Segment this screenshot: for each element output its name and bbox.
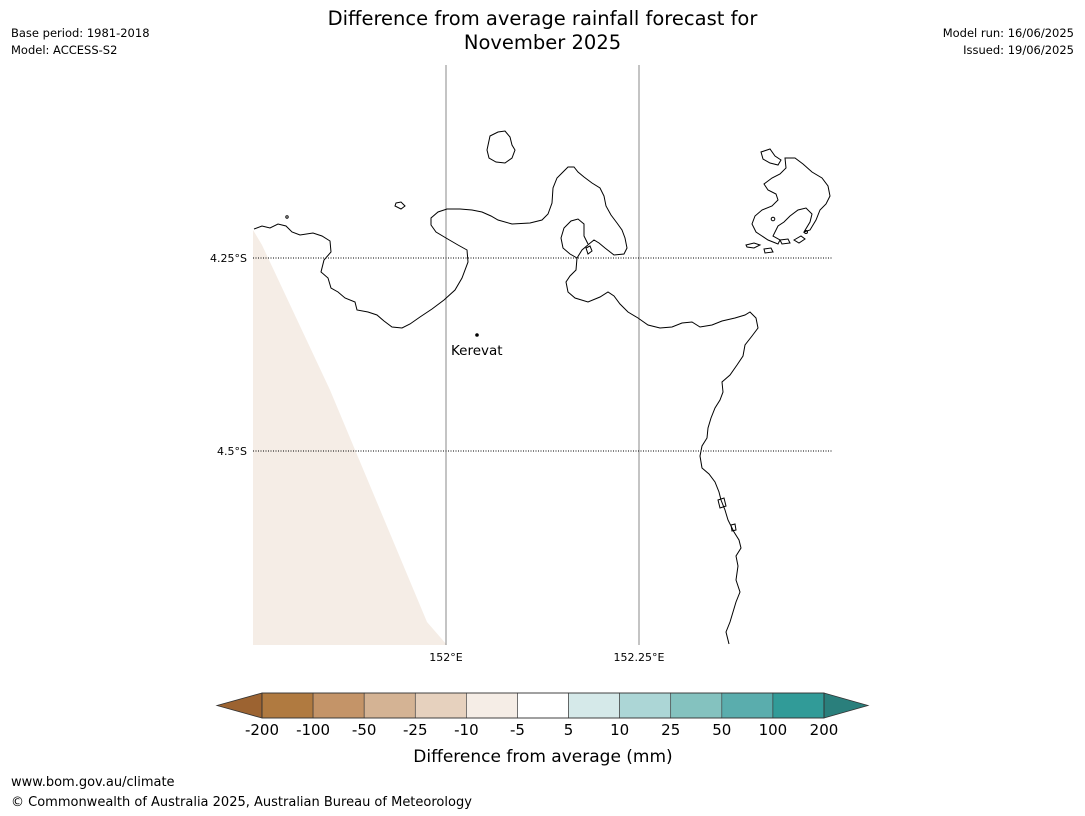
colorbar-frame: [261, 692, 825, 719]
colorbar-high-extend: [823, 692, 870, 719]
colorbar-title: Difference from average (mm): [413, 747, 672, 767]
footer-url: www.bom.gov.au/climate: [11, 775, 175, 790]
colorbar-cell: [619, 692, 672, 719]
colorbar-tick-label: -5: [510, 721, 525, 739]
coastline-west: [253, 166, 759, 645]
title-line-1: Difference from average rainfall forecas…: [327, 7, 758, 30]
colorbar-cells: [261, 692, 825, 719]
colorbar-tick-label: -10: [454, 721, 479, 739]
colorbar-cell: [261, 692, 314, 719]
colorbar-cell: [670, 692, 723, 719]
islet-ne-1: [745, 242, 762, 249]
colorbar-low-extend: [215, 692, 263, 719]
base-period-text: Base period: 1981-2018: [11, 26, 150, 40]
lat-label-4-5: 4.5°S: [217, 445, 247, 458]
island-northeast: [751, 148, 831, 245]
meta-right: Model run: 16/06/2025 Issued: 19/06/2025: [943, 25, 1074, 59]
colorbar-tick-label: -100: [296, 721, 330, 739]
model-run-text: Model run: 16/06/2025: [942, 26, 1074, 40]
colorbar-tick-label: 25: [661, 721, 680, 739]
colorbar-tick-label: 100: [759, 721, 788, 739]
issued-text: Issued: 19/06/2025: [963, 43, 1074, 57]
islet-west: [394, 201, 406, 210]
colorbar-cell: [568, 692, 620, 719]
lat-label-4-25: 4.25°S: [210, 252, 247, 265]
title-line-2: November 2025: [463, 31, 622, 54]
meta-left: Base period: 1981-2018 Model: ACCESS-S2: [11, 25, 150, 59]
colorbar-cell: [312, 692, 365, 719]
colorbar-tick-label: 10: [610, 721, 629, 739]
colorbar-cell: [721, 692, 774, 719]
kerevat-marker: [475, 333, 479, 337]
islet-ne-3: [779, 238, 791, 245]
islet-ne-5: [770, 216, 776, 222]
colorbar-tick-label: 50: [712, 721, 731, 739]
colorbar-tick-label: -50: [352, 721, 377, 739]
island-north: [486, 130, 516, 164]
colorbar-cell: [466, 692, 518, 719]
islet-se-1: [717, 497, 727, 509]
islet-ne-6: [804, 230, 808, 234]
rainfall-anomaly-region: [253, 230, 447, 645]
islet-ne-2: [763, 247, 774, 254]
footer-copyright: © Commonwealth of Australia 2025, Austra…: [11, 795, 472, 810]
islet-dot-west: [285, 215, 289, 219]
kerevat-label: Kerevat: [451, 343, 503, 359]
colorbar-tick-labels: -200 -100 -50 -25 -10 -5 5 10 25 50 100 200: [245, 721, 838, 739]
colorbar-cell: [414, 692, 467, 719]
map-title: Difference from average rainfall forecas…: [0, 7, 1085, 55]
islet-se-2: [730, 523, 737, 532]
lon-label-152-25: 152.25°E: [614, 651, 665, 664]
colorbar-tick-label: 5: [564, 721, 574, 739]
colorbar: -200 -100 -50 -25 -10 -5 5 10 25 50 100 200 Differe…: [215, 692, 870, 767]
colorbar-cell: [517, 692, 569, 719]
model-text: Model: ACCESS-S2: [11, 43, 118, 57]
islet-ne-4: [793, 235, 806, 244]
lon-label-152: 152°E: [429, 651, 462, 664]
colorbar-tick-label: 200: [810, 721, 839, 739]
colorbar-tick-label: -25: [403, 721, 428, 739]
colorbar-tick-label: -200: [245, 721, 279, 739]
coastline-inner-bay: [560, 218, 589, 259]
colorbar-cell: [363, 692, 416, 719]
colorbar-cell: [772, 692, 825, 719]
islet-bay: [585, 245, 593, 255]
